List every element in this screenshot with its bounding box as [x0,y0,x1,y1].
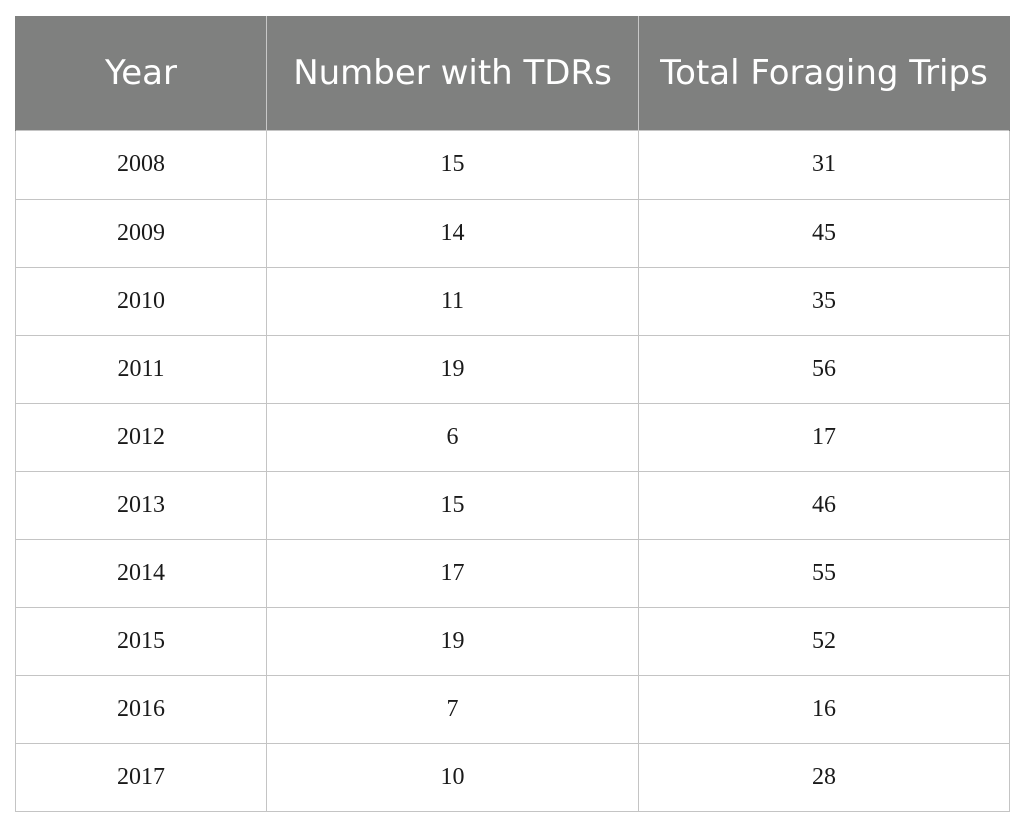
tdr-count-cell: 19 [266,606,639,676]
year-cell: 2016 [15,674,267,744]
table-row: 2013 15 46 [15,470,1010,540]
header-total-foraging-trips: Total Foraging Trips [638,16,1010,130]
data-table-container: Year Number with TDRs Total Foraging Tri… [15,16,1010,812]
table-row: 2016 7 16 [15,674,1010,744]
foraging-trips-cell: 16 [638,674,1010,744]
tdr-count-cell: 17 [266,538,639,608]
foraging-trips-cell: 56 [638,334,1010,404]
year-cell: 2011 [15,334,267,404]
tdr-count-cell: 14 [266,198,639,268]
table-row: 2012 6 17 [15,402,1010,472]
foraging-trips-cell: 17 [638,402,1010,472]
table-row: 2017 10 28 [15,742,1010,812]
table-row: 2011 19 56 [15,334,1010,404]
year-cell: 2017 [15,742,267,812]
foraging-trips-cell: 35 [638,266,1010,336]
year-cell: 2014 [15,538,267,608]
year-cell: 2015 [15,606,267,676]
tdr-count-cell: 6 [266,402,639,472]
table-row: 2009 14 45 [15,198,1010,268]
header-row: Year Number with TDRs Total Foraging Tri… [15,16,1010,130]
foraging-trips-cell: 52 [638,606,1010,676]
tdr-count-cell: 19 [266,334,639,404]
tdr-count-cell: 7 [266,674,639,744]
foraging-trips-cell: 31 [638,129,1010,200]
tdr-count-cell: 11 [266,266,639,336]
table-row: 2014 17 55 [15,538,1010,608]
data-table: Year Number with TDRs Total Foraging Tri… [15,16,1010,812]
foraging-trips-cell: 55 [638,538,1010,608]
header-number-with-tdrs: Number with TDRs [266,16,639,130]
year-cell: 2009 [15,198,267,268]
foraging-trips-cell: 46 [638,470,1010,540]
year-cell: 2010 [15,266,267,336]
table-row: 2010 11 35 [15,266,1010,336]
table-header: Year Number with TDRs Total Foraging Tri… [15,16,1010,130]
year-cell: 2012 [15,402,267,472]
tdr-count-cell: 15 [266,129,639,200]
table-row: 2008 15 31 [15,129,1010,200]
tdr-count-cell: 15 [266,470,639,540]
tdr-count-cell: 10 [266,742,639,812]
year-cell: 2008 [15,129,267,200]
header-year: Year [15,16,267,130]
foraging-trips-cell: 28 [638,742,1010,812]
foraging-trips-cell: 45 [638,198,1010,268]
year-cell: 2013 [15,470,267,540]
table-body: 2008 15 31 2009 14 45 2010 11 35 2011 19 56 2012 6 17 2… [15,129,1010,812]
table-row: 2015 19 52 [15,606,1010,676]
